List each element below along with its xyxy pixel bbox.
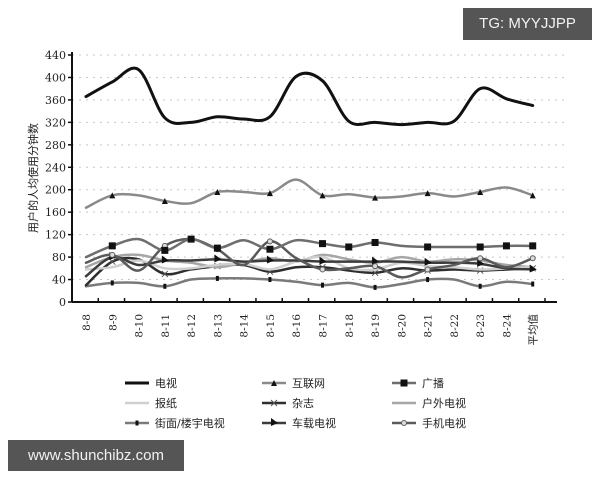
- x-tick-label: 8-19: [370, 314, 382, 338]
- y-axis-label: 用户的人均使用分钟数: [26, 123, 40, 233]
- legend-item: 报纸: [125, 396, 177, 410]
- x-tick-label: 8-14: [239, 314, 251, 338]
- x-axis: 8-8 8-9 8-10 8-11 8-12 8-13 8-14 8-15 8-16 8-17 8-…: [72, 298, 557, 346]
- y-tick-label: 200: [45, 184, 66, 197]
- legend-label: 电视: [155, 376, 177, 390]
- x-tick-label: 8-16: [291, 314, 303, 338]
- series-0: [84, 66, 535, 127]
- legend-label: 广播: [422, 376, 444, 390]
- series-2: [84, 235, 537, 259]
- legend-item: 手机电视: [392, 416, 466, 430]
- x-tick-label: 8-9: [107, 314, 119, 331]
- x-tick-label: 8-22: [449, 314, 461, 338]
- x-tick-label: 8-18: [344, 314, 356, 338]
- y-tick-label: 360: [45, 94, 66, 107]
- legend-label: 手机电视: [422, 416, 466, 430]
- legend-item: 广播: [392, 376, 444, 390]
- series-6: [84, 275, 535, 290]
- x-tick-label: 8-8: [81, 314, 93, 331]
- x-tick-label: 8-23: [475, 314, 487, 338]
- x-tick-label: 8-12: [186, 314, 198, 338]
- x-tick-label: 8-20: [396, 314, 408, 338]
- legend-label: 街面/楼宇电视: [155, 416, 225, 430]
- legend-item: 户外电视: [392, 396, 466, 410]
- series-1: [84, 178, 536, 209]
- series-lines: [84, 66, 537, 290]
- y-tick-label: 240: [45, 161, 66, 174]
- legend-item: 街面/楼宇电视: [125, 416, 225, 430]
- x-tick-label: 平均值: [527, 314, 540, 346]
- legend-label: 报纸: [155, 396, 177, 410]
- legend-item: 车载电视: [262, 416, 336, 430]
- x-tick-label: 8-15: [265, 314, 277, 338]
- legend-label: 杂志: [292, 397, 314, 410]
- legend-item: 电视: [125, 376, 177, 390]
- watermark-tg: TG: MYYJJPP: [463, 8, 592, 40]
- y-tick-label: 160: [45, 206, 66, 219]
- y-tick-label: 0: [59, 296, 66, 309]
- legend-label: 车载电视: [292, 416, 336, 430]
- legend-label: 户外电视: [422, 396, 466, 410]
- y-tick-label: 120: [45, 229, 66, 242]
- x-tick-label: 8-11: [160, 314, 172, 338]
- y-tick-label: 320: [45, 116, 66, 129]
- y-tick-label: 400: [45, 71, 66, 84]
- series-3: [84, 255, 534, 272]
- y-tick-label: 440: [45, 49, 66, 62]
- watermark-site: www.shunchibz.com: [8, 440, 184, 471]
- legend-label: 互联网: [292, 377, 325, 390]
- y-axis: 0 40 80 120 160 200 240 280 320 360 400 440: [45, 49, 73, 309]
- x-tick-label: 8-13: [212, 314, 224, 338]
- y-tick-label: 280: [45, 139, 66, 152]
- x-tick-label: 8-10: [134, 314, 146, 338]
- legend-item: 杂志: [262, 397, 314, 410]
- series-7: [84, 252, 537, 278]
- x-tick-label: 8-24: [501, 314, 513, 338]
- y-tick-label: 80: [52, 251, 66, 264]
- y-tick-label: 40: [52, 274, 66, 287]
- x-tick-label: 8-21: [423, 314, 435, 338]
- legend-item: 互联网: [262, 377, 325, 390]
- x-tick-label: 8-17: [318, 314, 330, 338]
